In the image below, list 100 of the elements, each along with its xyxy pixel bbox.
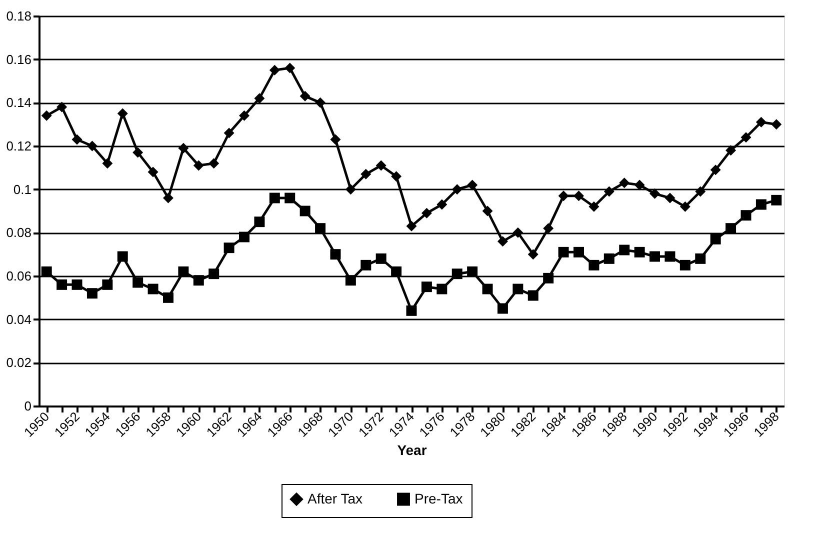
point [330,249,341,260]
point [543,223,554,234]
point [239,110,250,121]
point [710,234,721,244]
point [406,305,417,316]
point [391,171,402,182]
point [574,190,584,202]
point [56,279,68,290]
point [771,194,782,206]
point [680,201,690,212]
point [193,275,204,286]
point [558,246,569,258]
point [300,90,310,102]
point [117,251,128,262]
point [162,292,174,303]
point [740,210,752,221]
point [208,268,220,280]
point [482,206,493,216]
y-tick-label: 0.14 [6,95,32,110]
point [756,116,766,128]
point [756,199,766,210]
point [467,180,478,190]
point [148,166,158,178]
y-tick-label: 0.06 [6,268,32,284]
point [588,201,600,212]
point [284,192,296,204]
point [315,223,326,234]
point [664,251,676,262]
point [315,97,326,108]
point [360,168,372,180]
point [41,110,52,121]
point [41,266,52,277]
point [467,266,478,277]
point [330,134,341,145]
point [436,284,448,294]
point [162,192,174,204]
x-axis-title: Year [397,442,428,458]
point [178,266,189,277]
point [574,246,584,258]
point [421,282,432,292]
point [86,140,98,152]
point [148,284,158,294]
point [178,142,189,154]
point [376,253,386,264]
point [345,275,356,286]
point [726,145,736,156]
point [269,192,280,204]
point [86,288,98,299]
point [588,260,600,270]
point [132,147,144,158]
point [406,220,417,232]
point [391,266,402,277]
point [740,132,752,143]
point [254,93,265,104]
point [452,268,462,280]
point [634,180,645,190]
point [132,277,144,288]
point [56,102,68,112]
point [619,244,630,256]
point [193,160,204,171]
point [452,184,462,195]
point [360,260,372,270]
point [497,303,508,314]
y-tick-label: 0.1 [13,182,32,197]
point [117,108,128,119]
point [726,223,736,234]
point [695,186,706,197]
point [771,119,782,130]
y-tick-label: 0.16 [6,52,32,67]
point [300,206,310,216]
point [254,216,265,228]
point [269,64,280,76]
point [604,253,614,264]
legend-label: After Tax [308,490,362,506]
point [436,199,448,210]
point [695,253,706,264]
point [650,251,660,262]
point [604,186,614,197]
point [72,279,82,290]
y-tick-label: 0.08 [6,225,32,240]
point [650,188,660,199]
point [376,160,386,171]
point [680,260,690,270]
point [345,184,356,195]
y-tick-label: 0 [24,398,32,414]
legend-label: Pre-Tax [414,490,463,506]
point [634,246,645,258]
point [224,128,234,138]
point [482,284,493,294]
point [421,208,432,218]
point [239,232,250,242]
point [528,249,538,260]
point [619,178,630,188]
y-tick-label: 0.02 [6,355,32,370]
point [710,164,721,176]
point [102,279,113,290]
point [664,192,676,204]
point [512,227,524,238]
point [102,158,113,169]
y-tick-label: 0.12 [6,138,32,154]
